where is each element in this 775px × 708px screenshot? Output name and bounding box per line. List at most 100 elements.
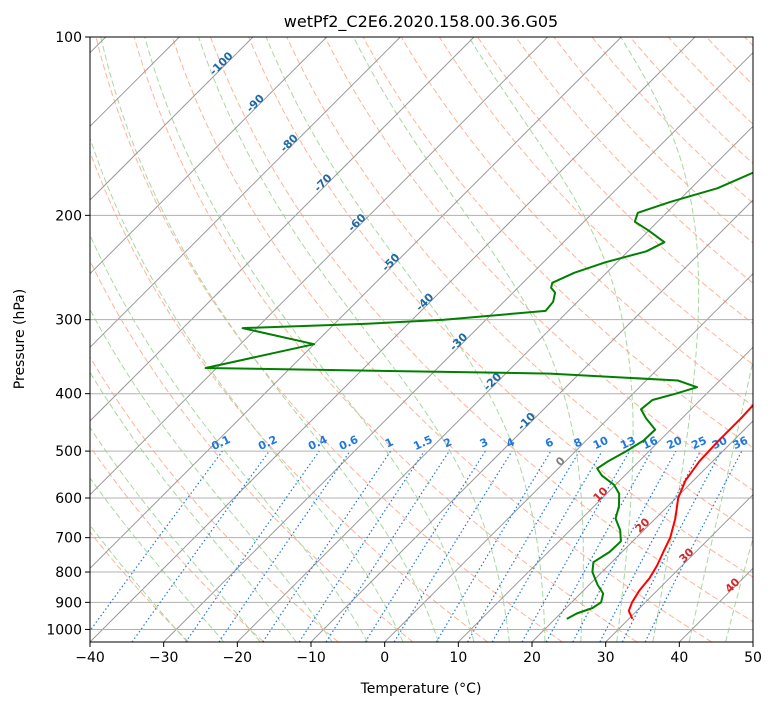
mixing-ratio-line (131, 450, 270, 642)
level-label: 20 (633, 515, 653, 535)
dry-adiabat (90, 259, 414, 642)
mixing-ratio-label: 1 (383, 435, 395, 450)
isotherm-label: -100 (207, 49, 236, 78)
x-tick-label: −20 (223, 650, 253, 666)
mixing-ratio-label: 20 (665, 434, 685, 452)
mixing-ratio-label: 30 (710, 434, 730, 452)
mixing-ratio-label: 0.6 (337, 433, 360, 453)
moist-adiabat (90, 371, 297, 642)
isotherm-label: -80 (278, 131, 301, 154)
isotherm-line (90, 37, 475, 422)
isotherm-label: -10 (515, 410, 538, 433)
y-tick-label: 900 (55, 595, 82, 611)
y-tick-label: 400 (55, 387, 82, 403)
moist-adiabat (688, 358, 753, 642)
x-tick-label: −40 (75, 650, 105, 666)
dry-adiabat (706, 37, 753, 86)
dry-adiabat (438, 37, 753, 366)
isotherm-line (384, 272, 753, 642)
dry-adiabat (553, 37, 753, 244)
y-tick-label: 300 (55, 313, 82, 329)
y-axis-title: Pressure (hPa) (12, 289, 28, 389)
level-label: 30 (677, 545, 697, 565)
mixing-ratio-line (521, 450, 631, 642)
mixing-ratio-line (298, 450, 425, 642)
x-tick-label: 10 (449, 650, 467, 666)
y-tick-label: 500 (55, 444, 82, 460)
dry-adiabat (90, 150, 488, 642)
mixing-ratio-label: 0.4 (306, 433, 329, 453)
isotherm-line (605, 493, 753, 642)
isotherm-label: -90 (244, 92, 267, 115)
mixing-ratio-line (262, 450, 392, 642)
dry-adiabat (629, 37, 753, 165)
y-tick-label: 100 (55, 30, 82, 46)
mixing-ratio-line (545, 450, 653, 642)
moist-adiabat (90, 308, 333, 642)
y-tick-label: 600 (55, 491, 82, 507)
mixing-ratio-label: 0.2 (256, 433, 279, 453)
dry-adiabat (133, 37, 638, 642)
isotherm-label: -50 (379, 251, 402, 274)
moist-adiabat (90, 233, 369, 642)
x-tick-label: 0 (380, 650, 389, 666)
isotherm-line (90, 37, 254, 201)
moist-adiabat (90, 426, 261, 642)
x-tick-label: 40 (670, 650, 688, 666)
mixing-ratio-line (644, 450, 743, 642)
x-tick-label: −30 (149, 650, 179, 666)
dry-adiabat (515, 37, 753, 284)
moist-adiabat (100, 37, 439, 642)
isotherm-line (752, 641, 753, 642)
level-label: 40 (723, 575, 743, 595)
level-label: 10 (591, 484, 611, 504)
profiles (204, 171, 753, 620)
dry-adiabat (90, 445, 264, 642)
mixing-ratio-label: 10 (591, 434, 611, 452)
dry-adiabat (90, 531, 190, 642)
moist-adiabat (90, 524, 188, 642)
moist-adiabat (353, 37, 584, 642)
moist-adiabat (265, 37, 546, 642)
dry-adiabat (400, 37, 753, 407)
mixing-ratio-line (218, 450, 351, 642)
isotherm-line (457, 346, 753, 642)
plot-area: 0.1 0.2 0.4 0.6 1 1.5 2 3 4 6 8 10 13 16 20 25 30 36-100-… (89, 36, 754, 643)
mixing-ratio-label: 36 (731, 434, 751, 452)
line-labels: 0.1 0.2 0.4 0.6 1 1.5 2 3 4 6 8 10 13 16 20 25 30 36-100-… (207, 49, 750, 595)
y-tick-label: 200 (55, 208, 82, 224)
y-tick-label: 1000 (46, 622, 82, 638)
temperature-profile (627, 403, 753, 620)
isotherm-line (90, 37, 696, 642)
moist-adiabat (198, 37, 510, 642)
mixing-ratio-line (572, 450, 677, 642)
isotherm-line (90, 37, 401, 349)
x-axis-title: Temperature (°C) (360, 681, 482, 697)
mixing-ratio-line (90, 450, 223, 632)
mixing-ratio-label: 6 (543, 435, 556, 450)
chart-title: wetPf2_C2E6.2020.158.00.36.G05 (284, 12, 558, 32)
isotherm-line (90, 37, 549, 496)
x-tick-label: 50 (744, 650, 762, 666)
y-tick-label: 800 (55, 565, 82, 581)
x-tick-label: 30 (597, 650, 615, 666)
dry-adiabat (591, 37, 753, 204)
y-tick-label: 700 (55, 531, 82, 547)
dry-adiabat (286, 37, 753, 534)
mixing-ratio-line (185, 450, 320, 642)
mixing-ratio-line (435, 450, 552, 642)
moist-adiabat (725, 536, 753, 642)
isotherm-line (678, 567, 753, 642)
moist-adiabat (144, 37, 475, 642)
moist-adiabat (620, 37, 700, 642)
mixing-ratio-label: 1.5 (411, 433, 434, 453)
dry-adiabat (477, 37, 753, 325)
x-axis: −40 −30 −20 −10 0 10 20 30 40 50 (75, 642, 762, 666)
dry-adiabat (324, 37, 753, 491)
y-axis: 100 200 300 400 500 600 700 800 900 1000 (46, 30, 90, 638)
background-lines (90, 37, 753, 642)
isotherm-label: -40 (413, 290, 436, 313)
x-tick-label: 20 (523, 650, 541, 666)
moist-adiabat (90, 136, 404, 642)
